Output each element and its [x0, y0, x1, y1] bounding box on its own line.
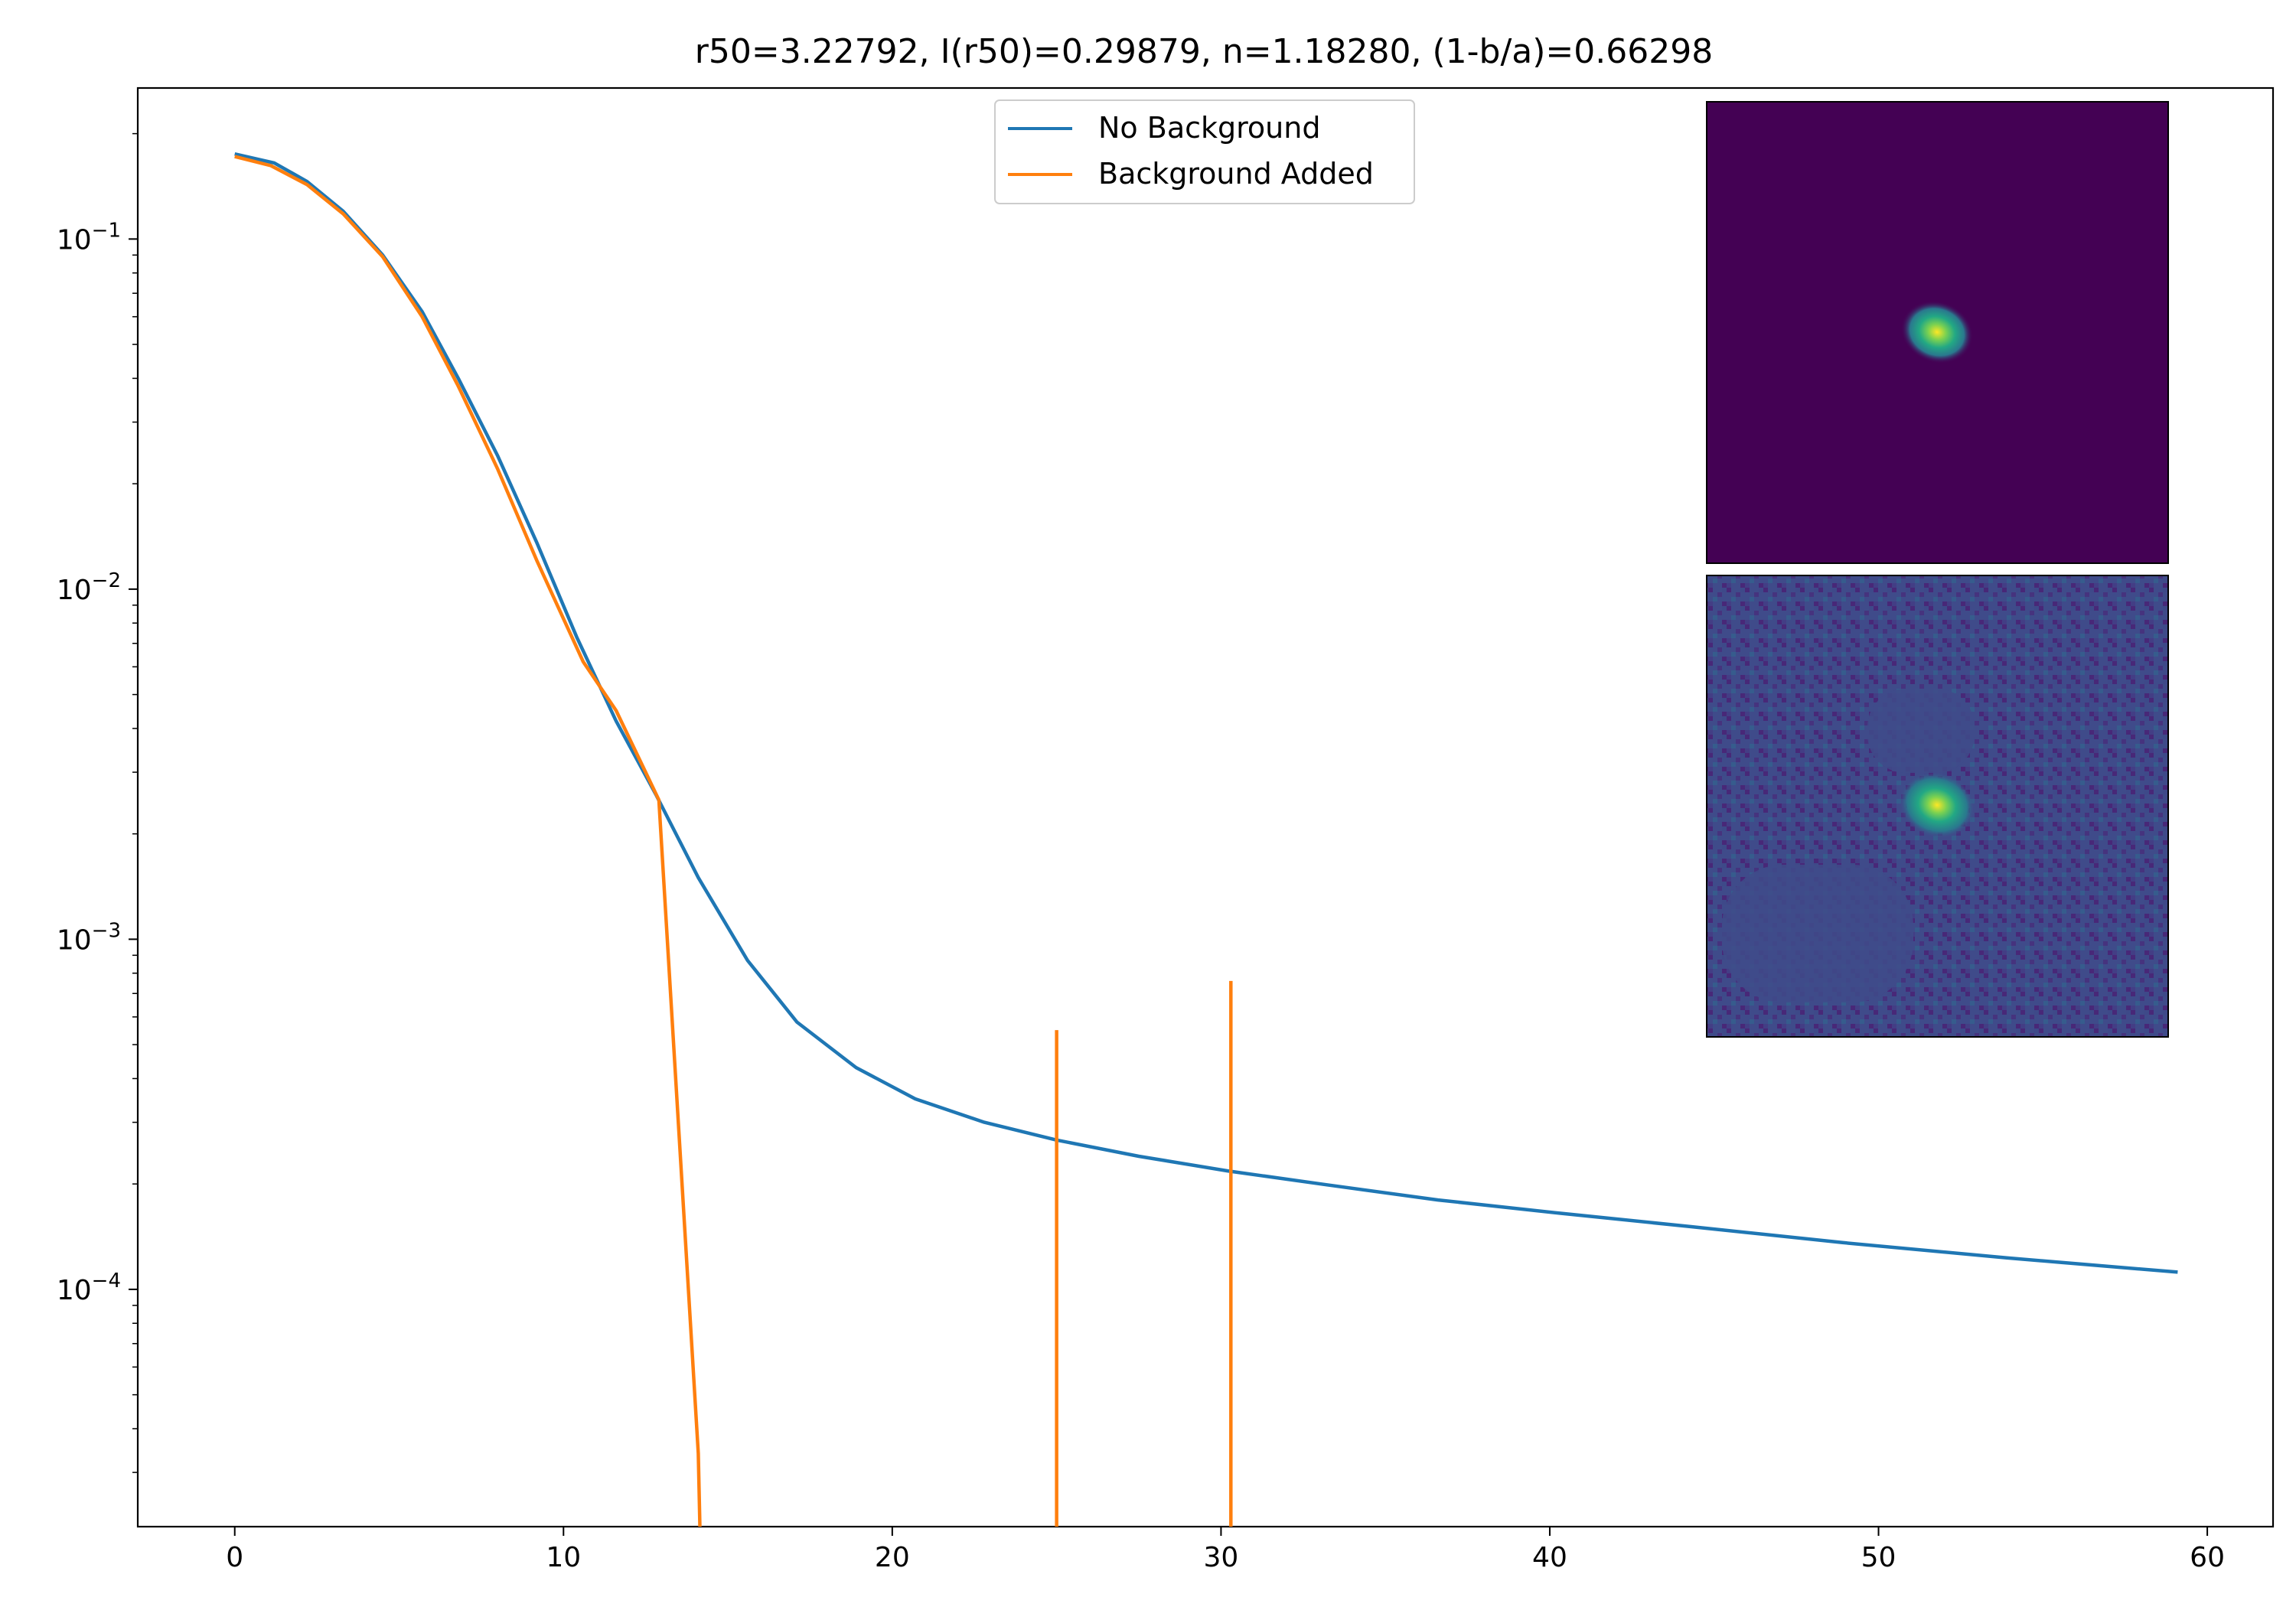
inset-model-image: [1706, 101, 2169, 564]
x-tick-label: 10: [546, 1542, 581, 1573]
series-line-no-background: [234, 152, 2178, 1274]
inset-data-smooth-region-2: [1867, 689, 1975, 773]
legend-box: [994, 99, 1415, 204]
x-tick-label: 20: [875, 1542, 910, 1573]
x-tick-label: 0: [226, 1542, 243, 1573]
inset-data-smooth-region: [1722, 865, 1913, 1002]
inset-model-blob: [1900, 300, 1974, 364]
x-tick-label: 40: [1532, 1542, 1567, 1573]
x-tick-label: 30: [1203, 1542, 1238, 1573]
series-layer: [234, 152, 2178, 1527]
chart-title: r50=3.22792, I(r50)=0.29879, n=1.18280, …: [695, 32, 1713, 71]
y-tick-label: 10−1: [57, 219, 121, 256]
x-axis: 0 10 20 30 40 50 60: [226, 1527, 2225, 1573]
y-tick-label: 10−3: [57, 919, 121, 956]
y-tick-label: 10−4: [57, 1270, 121, 1306]
legend-label-no-background: No Background: [1098, 111, 1320, 145]
inset-data-image: [1706, 575, 2169, 1038]
y-tick-label: 10−2: [57, 569, 121, 606]
legend-label-background-added: Background Added: [1098, 157, 1374, 191]
x-tick-label: 60: [2190, 1542, 2225, 1573]
series-line-background-added: [234, 155, 702, 1527]
legend: No Background Background Added: [994, 99, 1415, 204]
y-axis: 10−1 10−2 10−3 10−4: [57, 132, 138, 1473]
inset-data-blob: [1899, 771, 1975, 839]
x-tick-label: 50: [1861, 1542, 1896, 1573]
